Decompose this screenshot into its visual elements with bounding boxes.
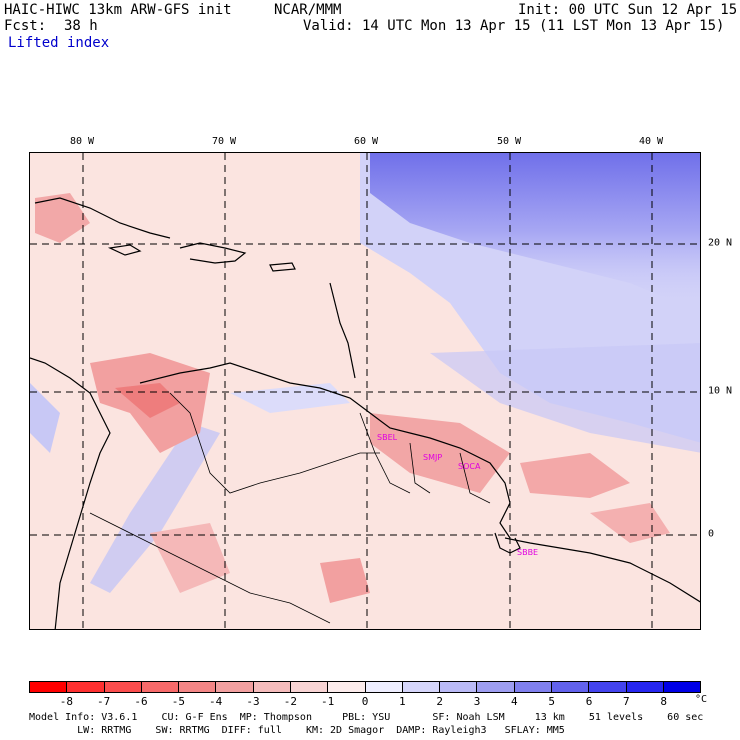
colorbar-tick-label: 4 xyxy=(511,695,518,708)
border-colombia-peru xyxy=(89,512,211,574)
stable-streak-andes xyxy=(90,423,220,593)
colorbar-unit: °C xyxy=(695,694,708,705)
lat-label-20n: 20 N xyxy=(708,237,733,249)
stable-streak-caribbean xyxy=(230,383,350,413)
lon-label-80w: 80 W xyxy=(69,136,95,147)
colorbar-cell xyxy=(30,682,68,692)
colorbar-cell xyxy=(328,682,366,692)
colorbar-tick-label: -1 xyxy=(321,695,335,708)
station-label-soca: SOCA xyxy=(458,462,481,471)
coast-cuba xyxy=(34,197,171,239)
field-name: Lifted index xyxy=(8,35,110,51)
model-info-line1: Model Info: V3.6.1 CU: G-F Ens MP: Thomp… xyxy=(29,712,704,723)
colorbar-cell xyxy=(216,682,254,692)
colorbar-cell xyxy=(626,682,664,692)
colorbar-tick-label: 1 xyxy=(399,695,406,708)
coast-venezuela xyxy=(139,362,511,539)
colorbar-tick-label: 5 xyxy=(548,695,555,708)
colorbar-cell xyxy=(141,682,180,692)
unstable-patch-cuba xyxy=(35,193,90,243)
lat-label-10n: 10 N xyxy=(708,385,733,397)
coast-central-america xyxy=(30,357,111,629)
model-title: HAIC-HIWC 13km ARW-GFS init xyxy=(4,2,232,18)
colorbar-cell xyxy=(290,682,329,692)
unstable-patch-east xyxy=(590,503,670,543)
colorbar-tick-label: 3 xyxy=(473,695,481,708)
coast-jamaica xyxy=(107,244,142,256)
station-label-sbbe: SBBE xyxy=(517,548,538,557)
colorbar-tick-label: -4 xyxy=(209,695,223,708)
colorbar-cell xyxy=(514,682,552,692)
colorbar-tick-label: -8 xyxy=(59,695,73,708)
forecast-hour: 38 h xyxy=(64,18,98,34)
colorbar-cell xyxy=(551,682,590,692)
colorbar-cell xyxy=(104,682,142,692)
lifted-index-map: SBEL SMJP SOCA SBBE xyxy=(30,153,700,629)
coastlines xyxy=(30,197,700,629)
unstable-patch-amazon xyxy=(320,558,370,603)
border-suriname xyxy=(409,442,431,494)
border-colombia-venezuela xyxy=(169,392,261,494)
map-panel: SBEL SMJP SOCA SBBE xyxy=(29,152,701,630)
unstable-patch-atlantic xyxy=(520,453,630,498)
colorbar-tick-label: 7 xyxy=(623,695,630,708)
colorbar-tick-label: 0 xyxy=(361,695,369,708)
colorbar-tick-label: -2 xyxy=(283,695,297,708)
colorbar-tick-label: -6 xyxy=(134,695,148,708)
colorbar-cell xyxy=(663,682,701,692)
colorbar-cell xyxy=(365,682,403,692)
lon-label-50w: 50 W xyxy=(496,136,522,147)
colorbar-tick-label: 8 xyxy=(660,695,667,708)
station-label-sbel: SBEL xyxy=(377,433,398,442)
station-label-smjp: SMJP xyxy=(423,453,442,462)
border-french-guiana xyxy=(459,452,491,504)
colorbar-cell xyxy=(253,682,291,692)
colorbar-cell xyxy=(179,682,217,692)
colorbar-cell xyxy=(67,682,105,692)
lon-label-60w: 60 W xyxy=(353,136,379,147)
valid-time: Valid: 14 UTC Mon 13 Apr 15 (11 LST Mon … xyxy=(303,18,725,34)
model-info-line2: LW: RRTMG SW: RRTMG DIFF: full KM: 2D Sm… xyxy=(29,725,565,736)
colorbar-cell xyxy=(589,682,627,692)
colorbar xyxy=(29,681,701,693)
lat-lon-grid xyxy=(30,153,700,629)
stable-streak-pacific xyxy=(30,383,60,453)
stable-core-northeast xyxy=(370,153,700,313)
colorbar-tick-label: 6 xyxy=(585,695,593,708)
coast-hispaniola xyxy=(179,242,247,264)
border-brazil-west xyxy=(209,572,331,624)
forecast-label: Fcst: xyxy=(4,18,47,34)
coast-lesser-antilles xyxy=(329,282,356,379)
colorbar-cell xyxy=(402,682,441,692)
lon-label-40w: 40 W xyxy=(638,136,664,147)
lat-label-0: 0 xyxy=(708,528,715,540)
colorbar-tick-label: 2 xyxy=(436,695,443,708)
colorbar-cell xyxy=(477,682,515,692)
organization-label: NCAR/MMM xyxy=(274,2,342,18)
colorbar-tick-label: -3 xyxy=(246,695,260,708)
unstable-patch-south xyxy=(150,523,230,593)
colorbar-cell xyxy=(440,682,478,692)
init-time: Init: 00 UTC Sun 12 Apr 15 xyxy=(518,2,738,18)
coast-puerto-rico xyxy=(269,262,296,272)
unstable-patch-guianas xyxy=(370,413,510,493)
colorbar-tick-label: -7 xyxy=(97,695,111,708)
stable-band-atlantic xyxy=(430,343,700,453)
coast-brazil-north xyxy=(504,537,700,603)
colorbar-tick-label: -5 xyxy=(171,695,185,708)
lon-label-70w: 70 W xyxy=(211,136,237,147)
